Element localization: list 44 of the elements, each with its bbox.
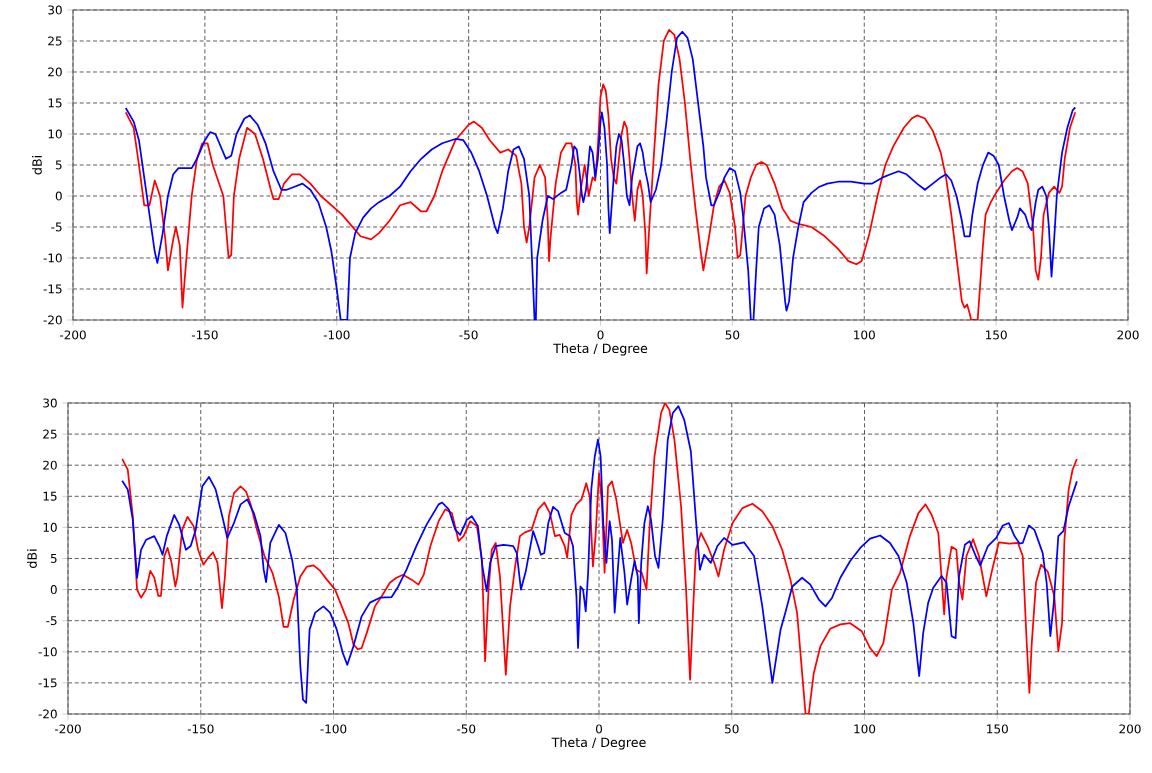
- x-tick-label: -100: [320, 724, 347, 734]
- x-tick-label: 100: [854, 330, 875, 340]
- y-tick-label: -10: [38, 647, 57, 657]
- y-tick-label: 15: [43, 491, 57, 501]
- x-tick-label: 200: [1119, 724, 1141, 734]
- y-tick-label: -5: [46, 616, 57, 626]
- y-tick-label: -15: [43, 284, 62, 294]
- x-tick-label: 150: [985, 330, 1007, 340]
- x-tick-label: 50: [725, 724, 739, 734]
- y-tick-label: 0: [50, 585, 57, 595]
- y-tick-label: 5: [50, 554, 57, 563]
- x-tick-label: -50: [457, 724, 476, 734]
- y-tick-label: 30: [48, 5, 62, 15]
- x-tick-label: -150: [187, 724, 214, 734]
- y-tick-label: 25: [48, 36, 62, 46]
- x-tick-label: -200: [54, 724, 81, 734]
- x-tick-label: 50: [725, 330, 740, 340]
- x-tick-label: -100: [323, 330, 350, 340]
- x-tick-label: -200: [59, 330, 86, 340]
- x-tick-label: 0: [595, 724, 603, 734]
- y-axis-title: dBi: [32, 156, 42, 175]
- x-tick-label: -50: [459, 330, 478, 340]
- y-tick-label: 10: [43, 522, 57, 532]
- y-tick-label: 20: [43, 460, 57, 470]
- y-tick-label: -15: [38, 678, 57, 688]
- y-tick-label: -20: [43, 315, 62, 325]
- x-tick-label: 150: [987, 724, 1008, 734]
- x-tick-label: 200: [1117, 330, 1139, 340]
- y-tick-label: 20: [48, 67, 62, 77]
- y-tick-label: -10: [43, 253, 62, 263]
- y-tick-label: 25: [43, 429, 57, 439]
- x-tick-label: 0: [597, 330, 604, 340]
- y-tick-label: -5: [51, 222, 62, 232]
- y-tick-label: 10: [48, 129, 62, 139]
- y-tick-label: -20: [38, 709, 57, 719]
- x-axis-title: Theta / Degree: [553, 343, 648, 356]
- x-axis-title: Theta / Degree: [551, 737, 646, 750]
- y-axis-title: dBi: [27, 549, 37, 568]
- y-tick-label: 15: [48, 98, 62, 108]
- y-tick-label: 5: [55, 160, 62, 170]
- y-tick-label: 30: [43, 398, 57, 408]
- x-tick-label: 100: [854, 724, 876, 734]
- x-tick-label: -150: [191, 330, 218, 340]
- y-tick-label: 0: [55, 191, 62, 201]
